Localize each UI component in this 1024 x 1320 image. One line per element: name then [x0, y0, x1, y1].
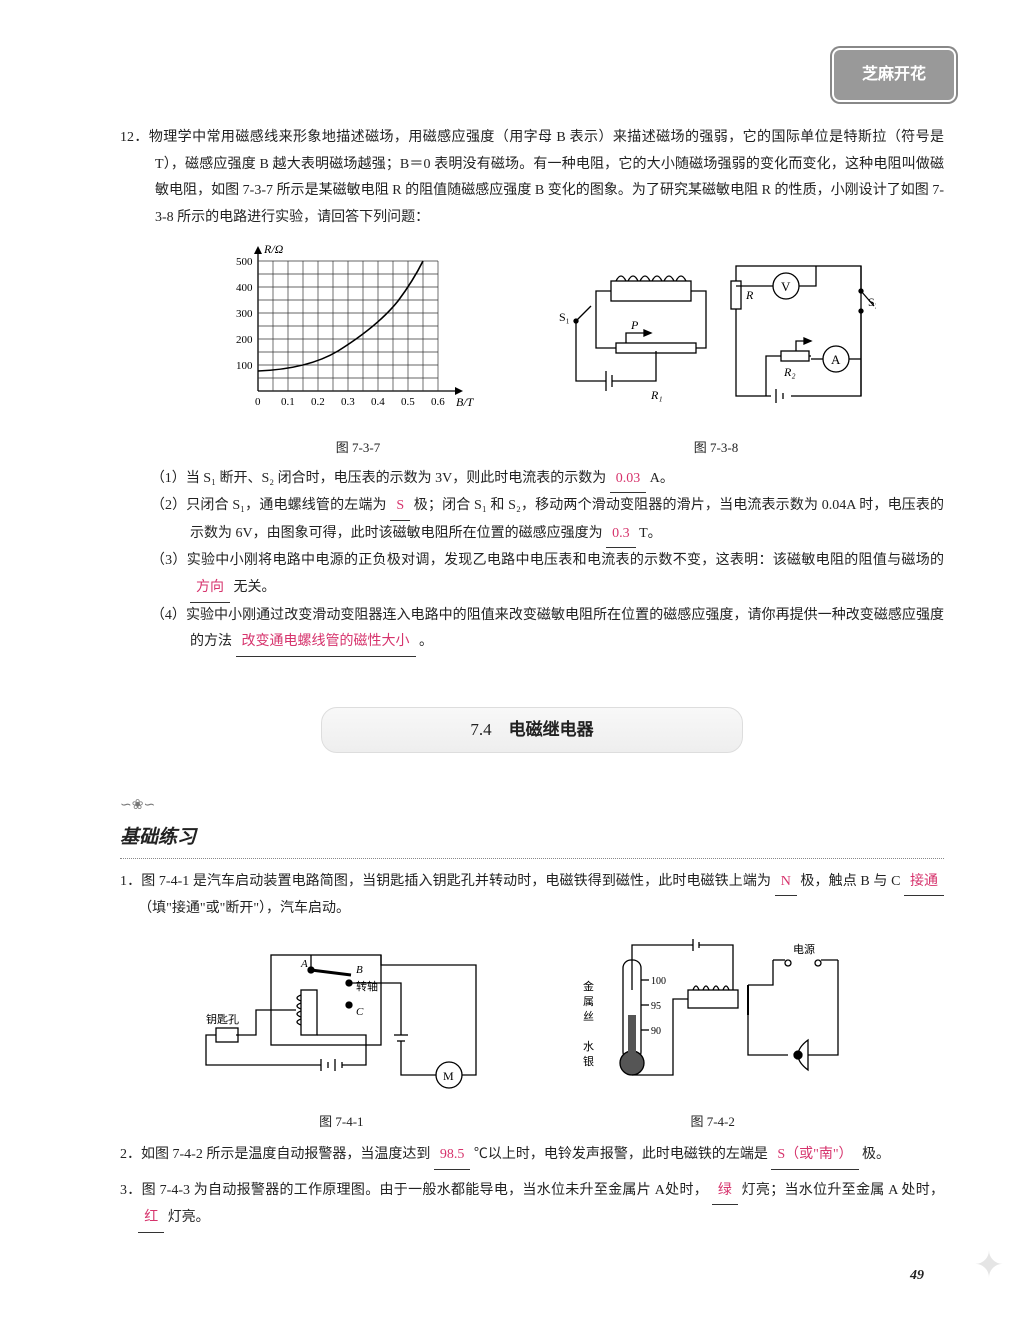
- q12-ans4: 改变通电螺线管的磁性大小: [236, 629, 416, 657]
- q1-ans1: N: [775, 869, 797, 897]
- figure-7-3-7: 100 200 300 400 500 0 0.1 0.2 0.3 0.4 0.…: [228, 241, 488, 460]
- svg-text:R/Ω: R/Ω: [263, 242, 284, 256]
- question-1: 1．图 7-4-1 是汽车启动装置电路简图，当钥匙插入钥匙孔并转动时，电磁铁得到…: [120, 869, 944, 923]
- svg-text:200: 200: [236, 334, 253, 346]
- q12-sub2: （2）只闭合 S₁，通电螺线管的左端为 S 极；闭合 S₁ 和 S₂，移动两个滑…: [155, 493, 944, 548]
- svg-text:R₁: R₁: [650, 388, 663, 402]
- fig-7-3-7-caption: 图 7-3-7: [228, 436, 488, 461]
- ornament-icon: ∽❀∽: [120, 793, 944, 820]
- figure-7-3-8: S₁ P R₁ R V S₂: [556, 251, 876, 460]
- svg-text:金: 金: [583, 979, 594, 993]
- figures-row-2: A B C 转轴 钥匙孔: [120, 935, 944, 1134]
- fig-7-3-8-caption: 图 7-3-8: [556, 436, 876, 461]
- svg-text:0.6: 0.6: [431, 396, 445, 408]
- circuit-738-svg: S₁ P R₁ R V S₂: [556, 251, 876, 421]
- q12-sub1: （1）当 S₁ 断开、S₂ 闭合时，电压表的示数为 3V，则此时电流表的示数为 …: [155, 466, 944, 494]
- svg-text:钥匙孔: 钥匙孔: [206, 1012, 239, 1026]
- svg-text:属: 属: [583, 995, 594, 1008]
- q2-ans1: 98.5: [434, 1142, 471, 1170]
- chart-svg: 100 200 300 400 500 0 0.1 0.2 0.3 0.4 0.…: [228, 241, 488, 421]
- svg-text:S₂: S₂: [868, 295, 876, 309]
- practice-title: 基础练习: [120, 820, 944, 859]
- svg-text:S₁: S₁: [559, 310, 570, 324]
- svg-text:水: 水: [583, 1040, 594, 1053]
- q12-ans2b: 0.3: [606, 521, 636, 549]
- svg-text:0.5: 0.5: [401, 396, 415, 408]
- svg-text:A: A: [831, 352, 841, 367]
- svg-text:500: 500: [236, 256, 253, 268]
- svg-text:丝: 丝: [583, 1010, 594, 1023]
- svg-text:90: 90: [651, 1026, 661, 1037]
- svg-text:R₂: R₂: [783, 365, 796, 379]
- corner-decoration-icon: ✦: [974, 1231, 1004, 1299]
- circuit-741-svg: A B C 转轴 钥匙孔: [201, 935, 481, 1095]
- section-7-4-title: 7.4 电磁继电器: [321, 707, 743, 753]
- question-3: 3．图 7-4-3 为自动报警器的工作原理图。由于一般水都能导电，当水位未升至金…: [120, 1178, 944, 1233]
- practice-header: ∽❀∽ 基础练习: [120, 793, 944, 859]
- q12-text: 物理学中常用磁感线来形象地描述磁场，用磁感应强度（用字母 B 表示）来描述磁场的…: [149, 130, 944, 225]
- svg-text:0.1: 0.1: [281, 396, 295, 408]
- svg-text:0: 0: [255, 396, 261, 408]
- svg-text:A: A: [300, 958, 308, 970]
- svg-text:0.2: 0.2: [311, 396, 325, 408]
- q12-sub3: （3）实验中小刚将电路中电源的正负极对调，发现乙电路中电压表和电流表的示数不变，…: [155, 548, 944, 602]
- svg-text:电源: 电源: [793, 942, 815, 956]
- circuit-742-svg: 100 95 90 金 属 丝 水 银 E: [563, 935, 863, 1095]
- svg-text:300: 300: [236, 308, 253, 320]
- svg-text:E: E: [691, 935, 698, 938]
- question-2: 2．如图 7-4-2 所示是温度自动报警器，当温度达到 98.5 ℃以上时，电铃…: [120, 1142, 944, 1170]
- svg-text:0.3: 0.3: [341, 396, 355, 408]
- brand-logo: 芝麻开花: [834, 50, 954, 100]
- svg-text:400: 400: [236, 282, 253, 294]
- figures-row-1: 100 200 300 400 500 0 0.1 0.2 0.3 0.4 0.…: [160, 241, 944, 460]
- q12-number: 12．: [120, 130, 149, 145]
- q12-ans3: 方向: [190, 575, 230, 603]
- q3-ans2: 红: [138, 1205, 164, 1233]
- svg-text:0.4: 0.4: [371, 396, 385, 408]
- fig-7-4-2-caption: 图 7-4-2: [563, 1110, 863, 1135]
- q1-ans2: 接通: [904, 869, 944, 897]
- figure-7-4-2: 100 95 90 金 属 丝 水 银 E: [563, 935, 863, 1134]
- chart-curve: [258, 261, 423, 371]
- svg-text:V: V: [781, 279, 791, 294]
- figure-7-4-1: A B C 转轴 钥匙孔: [201, 935, 481, 1134]
- question-12: 12．物理学中常用磁感线来形象地描述磁场，用磁感应强度（用字母 B 表示）来描述…: [120, 125, 944, 231]
- svg-text:M: M: [443, 1069, 454, 1083]
- q12-ans2a: S: [390, 493, 410, 521]
- svg-text:100: 100: [236, 360, 253, 372]
- svg-text:P: P: [630, 318, 639, 332]
- fig-7-4-1-caption: 图 7-4-1: [201, 1110, 481, 1135]
- q2-ans2: S（或"南"）: [771, 1142, 858, 1170]
- svg-text:R: R: [745, 288, 754, 302]
- svg-text:转轴: 转轴: [356, 979, 378, 993]
- page-number: 49: [120, 1263, 944, 1290]
- svg-text:100: 100: [651, 976, 666, 987]
- q3-ans1: 绿: [712, 1178, 738, 1206]
- svg-text:C: C: [356, 1006, 364, 1018]
- svg-text:银: 银: [583, 1054, 594, 1068]
- svg-text:95: 95: [651, 1001, 661, 1012]
- svg-text:B/T: B/T: [456, 395, 475, 409]
- q12-sub4: （4）实验中小刚通过改变滑动变阻器连入电路中的阻值来改变磁敏电阻所在位置的磁感应…: [155, 603, 944, 657]
- q12-ans1: 0.03: [610, 466, 647, 494]
- svg-text:B: B: [356, 964, 363, 976]
